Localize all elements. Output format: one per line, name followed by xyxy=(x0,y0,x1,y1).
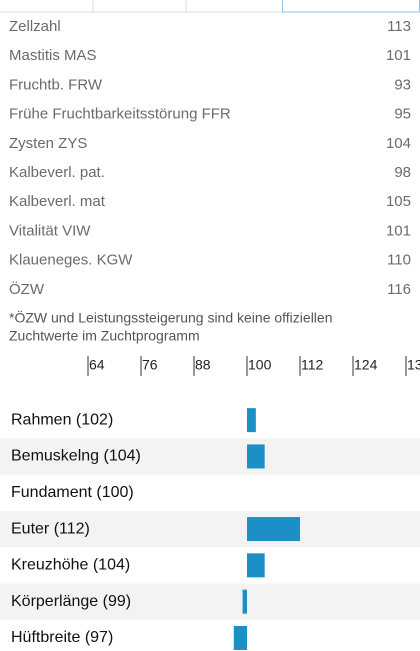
row-label: Mastitis MAS xyxy=(9,47,97,64)
row-value: 113 xyxy=(387,18,411,35)
footnote: Zuchtwerte im Zuchtprogramm xyxy=(9,328,200,344)
x-tick-label: 100 xyxy=(248,357,272,373)
tab[interactable] xyxy=(94,0,185,12)
row-band xyxy=(0,510,420,548)
row-label: Frühe Fruchtbarkeitsstörung FFR xyxy=(9,106,231,123)
row-label: Fruchtb. FRW xyxy=(9,76,103,93)
bar xyxy=(247,444,265,469)
bar xyxy=(247,553,265,578)
row-label: Kalbeverl. pat. xyxy=(9,164,105,181)
category-label: Körperlänge (99) xyxy=(11,593,131,610)
tab-bar xyxy=(0,0,420,13)
row-label: ÖZW xyxy=(9,280,45,298)
category-label: Fundament (100) xyxy=(11,484,134,501)
x-tick-label: 136 xyxy=(407,357,420,373)
row-value: 110 xyxy=(387,252,411,269)
row-value: 95 xyxy=(394,106,411,123)
chart: 64 76 88 100 112 124 136 Rahmen (102) Bemuskelng… xyxy=(0,356,420,650)
row-value: 105 xyxy=(386,193,411,210)
tab[interactable] xyxy=(187,0,281,12)
row-value: 101 xyxy=(386,222,411,239)
row-label: Zysten ZYS xyxy=(9,135,87,152)
bar xyxy=(247,517,300,542)
tab[interactable] xyxy=(1,0,92,12)
row-value: 116 xyxy=(387,281,411,298)
footnote: *ÖZW und Leistungssteigerung sind keine … xyxy=(9,309,332,326)
tab-selected[interactable] xyxy=(282,0,420,13)
x-tick-label: 76 xyxy=(142,357,158,373)
category-label: Euter (112) xyxy=(11,520,90,537)
list: Zellzahl 113 Mastitis MAS 101 Fruchtb. FRW 93… xyxy=(9,18,411,298)
x-tick-label: 112 xyxy=(301,357,324,373)
row-band xyxy=(0,438,420,475)
row-value: 101 xyxy=(386,47,411,64)
x-tick-label: 88 xyxy=(195,357,211,373)
category-label: Kreuzhöhe (104) xyxy=(11,557,130,574)
x-tick-label: 64 xyxy=(89,357,105,373)
category-label: Hüftbreite (97) xyxy=(11,629,113,646)
category-label: Bemuskelng (104) xyxy=(11,448,141,465)
row-value: 98 xyxy=(394,164,411,181)
row-value: 104 xyxy=(386,135,411,152)
row-label: Vitalität VIW xyxy=(9,222,91,239)
row-band xyxy=(0,583,420,620)
row-value: 93 xyxy=(394,76,411,93)
category-label: Rahmen (102) xyxy=(11,411,113,428)
row-label: Kalbeverl. mat xyxy=(9,193,106,210)
row-label: Zellzahl xyxy=(9,18,61,35)
bar xyxy=(242,589,247,614)
bar xyxy=(233,625,247,650)
x-tick-label: 124 xyxy=(354,357,378,373)
row-label: Klaueneges. KGW xyxy=(9,252,133,269)
bar xyxy=(247,408,256,433)
